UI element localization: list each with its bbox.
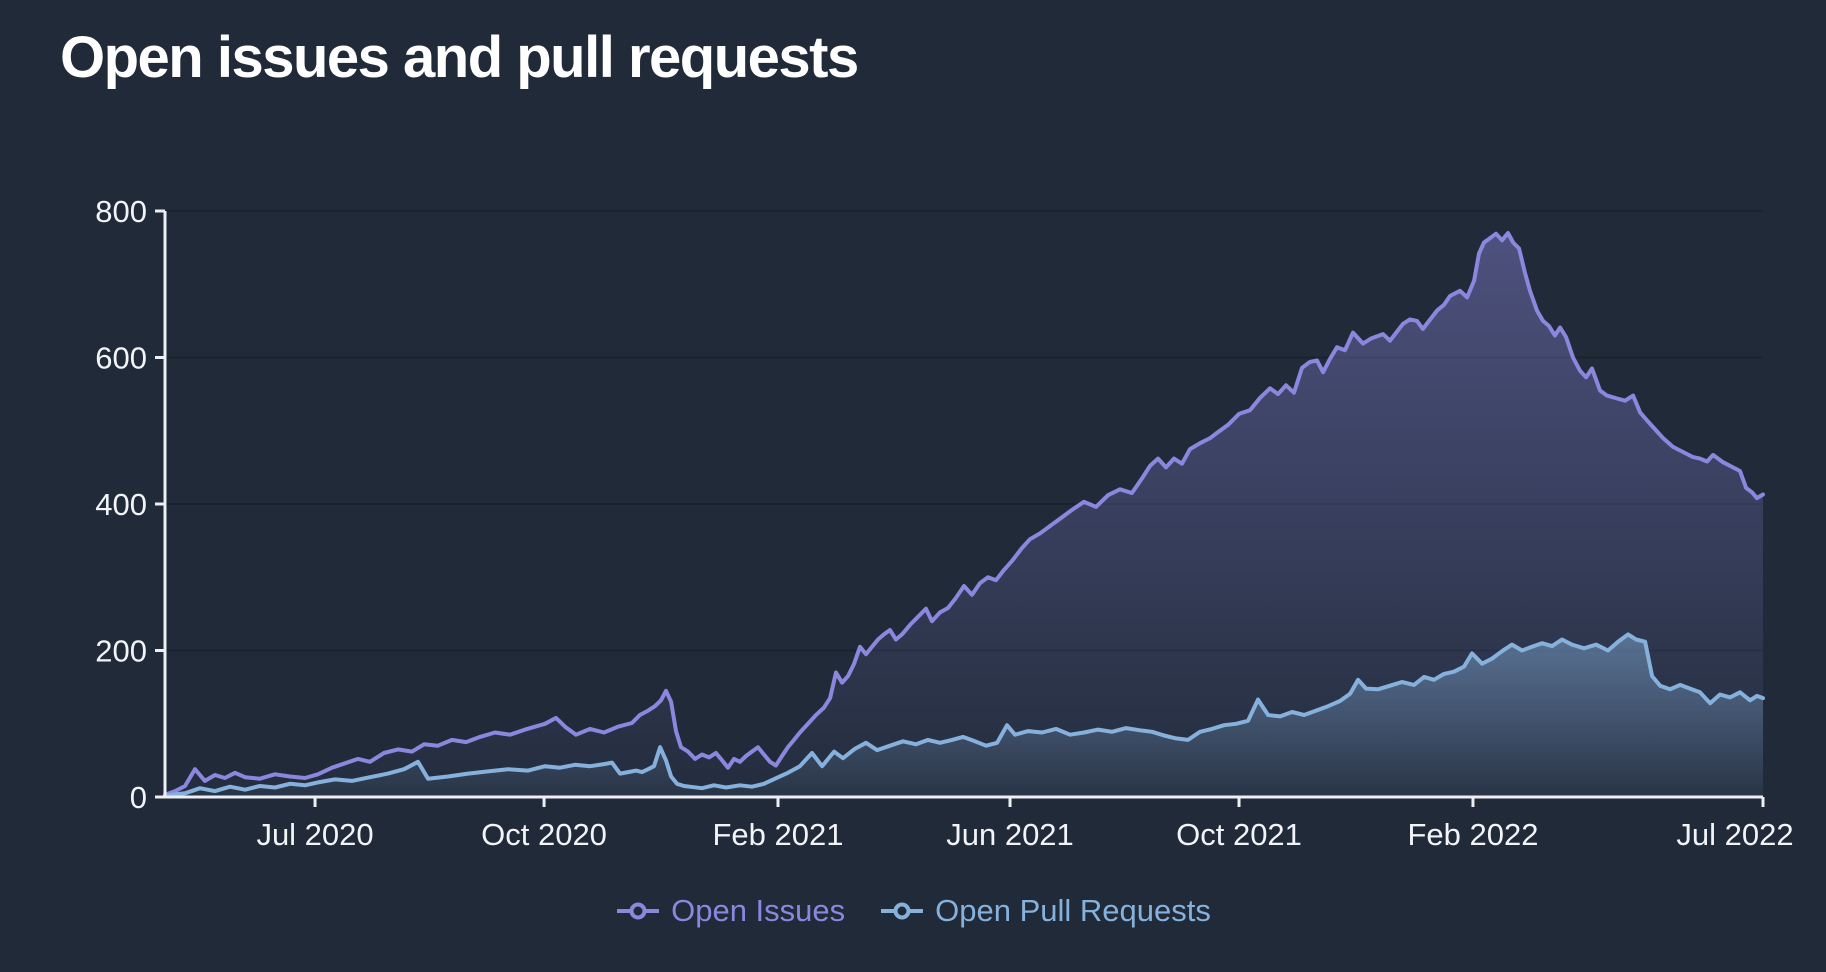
x-tick-label: Feb 2021 — [712, 817, 843, 852]
x-tick-label: Oct 2021 — [1176, 817, 1302, 852]
legend-item-open-issues[interactable]: Open Issues — [615, 893, 845, 929]
legend-line-circle-icon — [617, 902, 660, 920]
area-open-pull-requests — [165, 634, 1763, 797]
y-tick-label: 800 — [95, 194, 147, 229]
x-tick-label: Jul 2020 — [256, 817, 373, 852]
x-tick-label: Jun 2021 — [946, 817, 1074, 852]
legend-label: Open Issues — [671, 893, 846, 928]
y-tick-label: 0 — [130, 780, 147, 815]
legend-item-open-pull-requests[interactable]: Open Pull Requests — [879, 893, 1211, 929]
x-tick-label: Feb 2022 — [1407, 817, 1538, 852]
legend-line-circle-icon — [881, 902, 924, 920]
x-tick-label: Oct 2020 — [481, 817, 607, 852]
line-open-pull-requests — [163, 632, 1765, 798]
legend-label: Open Pull Requests — [935, 893, 1211, 928]
y-tick-label: 400 — [95, 487, 147, 522]
x-tick-label: Jul 2022 — [1676, 817, 1793, 852]
y-tick-label: 200 — [95, 634, 147, 669]
line-open-issues — [163, 231, 1765, 797]
y-tick-label: 600 — [95, 341, 147, 376]
page-title: Open issues and pull requests — [60, 25, 859, 90]
area-open-issues — [165, 233, 1763, 797]
chart-legend: Open Issues Open Pull Requests — [0, 893, 1826, 929]
